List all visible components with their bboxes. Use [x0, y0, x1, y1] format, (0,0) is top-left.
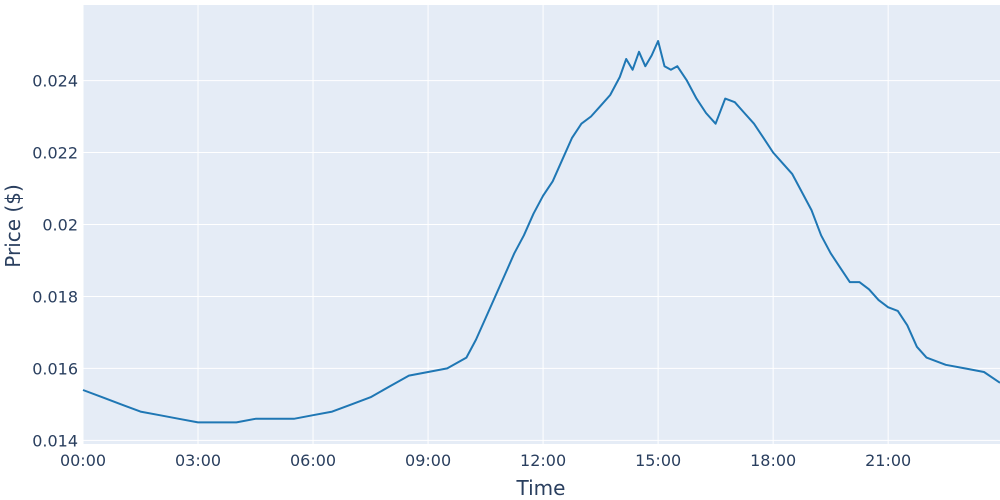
y-tick-label: 0.014 — [32, 431, 78, 450]
x-tick-label: 03:00 — [175, 451, 221, 470]
y-tick-label: 0.022 — [32, 144, 78, 163]
price-series-line — [82, 40, 1000, 424]
y-tick-label: 0.024 — [32, 72, 78, 91]
y-tick-label: 0.02 — [42, 216, 78, 235]
y-tick-label: 0.016 — [32, 359, 78, 378]
x-tick-label: 12:00 — [520, 451, 566, 470]
x-tick-labels: 00:00 03:00 06:00 09:00 12:00 15:00 18:00 21:00 — [60, 451, 911, 470]
x-tick-label: 15:00 — [635, 451, 681, 470]
series-group — [82, 40, 1000, 424]
y-axis-title: Price ($) — [1, 184, 25, 267]
x-tick-label: 21:00 — [865, 451, 911, 470]
y-tick-label: 0.018 — [32, 287, 78, 306]
x-tick-label: 18:00 — [750, 451, 796, 470]
x-tick-label: 06:00 — [290, 451, 336, 470]
grid-lines — [82, 5, 1000, 444]
x-tick-label: 09:00 — [405, 451, 451, 470]
x-tick-label: 00:00 — [60, 451, 106, 470]
y-tick-labels: 0.014 0.016 0.018 0.02 0.022 0.024 — [32, 72, 78, 451]
x-axis-title: Time — [516, 476, 566, 500]
